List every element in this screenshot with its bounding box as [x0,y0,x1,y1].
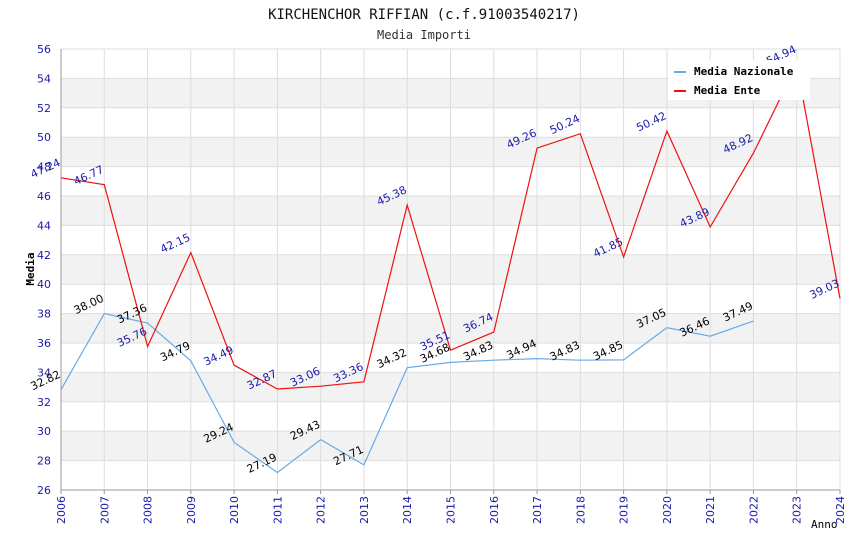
x-tick-label: 2021 [704,496,717,524]
axes [60,49,841,494]
x-tick-label: 2012 [315,496,328,524]
y-tick-label: 44 [37,219,51,232]
y-tick-label: 30 [37,425,51,438]
y-tick-labels: 26 28 30 32 34 36 38 40 42 44 46 48 50 52 54 56 [37,43,51,497]
y-tick-label: 48 [37,161,51,174]
x-tick-label: 2008 [142,496,155,524]
x-axis-label: Anno [811,518,838,531]
legend: Media Nazionale Media Ente [668,60,810,100]
y-tick-label: 38 [37,308,51,321]
y-tick-label: 26 [37,484,51,497]
x-tick-label: 2019 [618,496,631,524]
y-tick-label: 36 [37,337,51,350]
x-tick-label: 2015 [445,496,458,524]
x-tick-label: 2006 [55,496,68,524]
x-tick-label: 2011 [271,496,284,524]
y-tick-label: 28 [37,455,51,468]
legend-label-media-ente: Media Ente [694,84,761,97]
x-tick-label: 2009 [185,496,198,524]
series-line-media-nazionale [60,312,754,474]
y-axis-label: Media [24,252,37,285]
x-tick-label: 2017 [531,496,544,524]
y-tick-label: 52 [37,102,51,115]
y-tick-label: 32 [37,396,51,409]
data-label-media-ente: 50.42 [634,109,668,134]
x-tick-label: 2010 [228,496,241,524]
y-tick-label: 54 [37,72,51,85]
x-tick-labels: 2006 2007 2008 2009 2010 2011 2012 2013 2014 2015… [55,496,847,524]
y-tick-label: 56 [37,43,51,56]
data-label-media-ente: 50.24 [548,112,582,137]
x-tick-label: 2024 [834,496,847,524]
chart-title: KIRCHENCHOR RIFFIAN (c.f.91003540217) [268,7,580,23]
x-tick-label: 2022 [747,496,760,524]
x-tick-label: 2007 [98,496,111,524]
legend-label-media-nazionale: Media Nazionale [694,65,794,78]
y-tick-label: 50 [37,131,51,144]
x-tick-label: 2013 [358,496,371,524]
x-tick-label: 2020 [661,496,674,524]
x-tick-label: 2018 [574,496,587,524]
y-tick-label: 42 [37,249,51,262]
series-line-media-ente [60,62,841,390]
data-label-media-nazionale: 34.32 [375,346,409,371]
y-tick-label: 40 [37,278,51,291]
legend-box [668,60,810,100]
x-tick-label: 2016 [488,496,501,524]
series-lines [60,62,841,474]
x-tick-label: 2023 [791,496,804,524]
data-label-media-ente: 34.49 [202,343,236,368]
y-tick-label: 34 [37,366,51,379]
data-label-media-ente: 42.15 [158,231,192,256]
x-tick-label: 2014 [401,496,414,524]
chart-subtitle: Media Importi [377,28,471,42]
y-tick-label: 46 [37,190,51,203]
